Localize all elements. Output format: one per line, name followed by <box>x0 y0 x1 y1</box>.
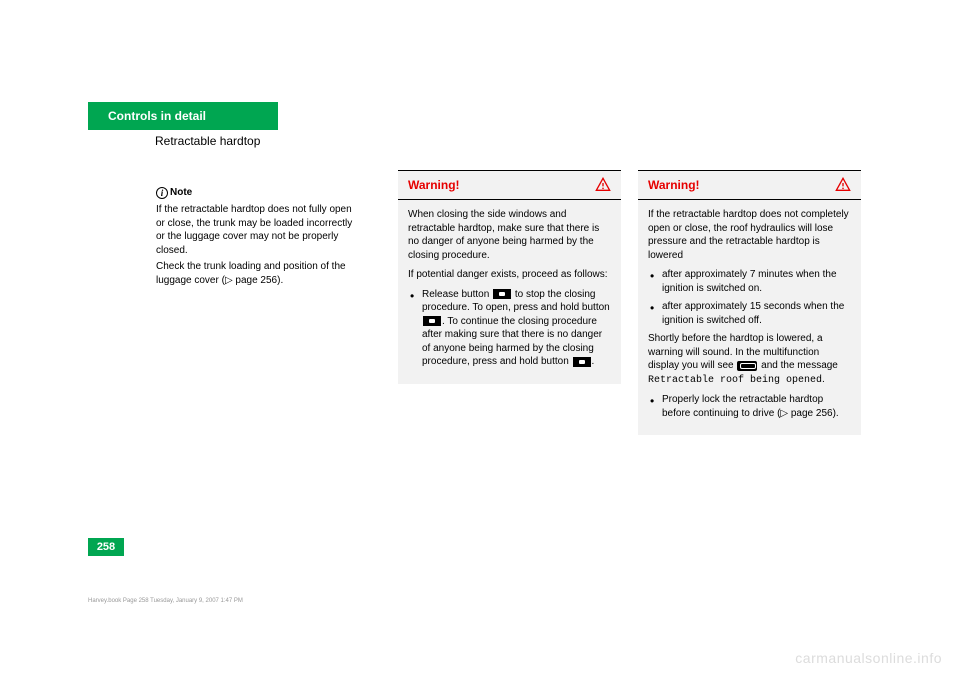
warning-right-li3: Properly lock the retractable hardtop be… <box>648 393 851 420</box>
note-body-2: Check the trunk loading and position of … <box>156 260 362 287</box>
page-number-box: 258 <box>88 538 124 556</box>
warning-body-left: When closing the side windows and retrac… <box>398 200 621 384</box>
warning-right-li1: after approximately 7 minutes when the i… <box>648 268 851 295</box>
note-body-1: If the retractable hardtop does not full… <box>156 203 362 257</box>
note-body-2-post: ). <box>277 275 283 286</box>
wr-p2-b: and the message <box>758 360 838 371</box>
warning-box-left: Warning! When closing the side windows a… <box>398 170 621 384</box>
header-bar: Controls in detail <box>88 102 278 130</box>
warning-icon <box>595 177 611 193</box>
warning-left-li1: Release button to stop the closing proce… <box>408 288 611 369</box>
lock-button-icon <box>493 289 511 299</box>
warning-body-right: If the retractable hardtop does not comp… <box>638 200 861 435</box>
info-icon: i <box>156 187 168 199</box>
wr-li3-ref: ▷ page 256 <box>780 408 832 419</box>
wr-li3-b: ). <box>833 408 839 419</box>
warning-title-left: Warning! <box>408 177 460 193</box>
warning-box-right: Warning! If the retractable hardtop does… <box>638 170 861 435</box>
note-label: i Note <box>156 186 192 200</box>
wr-p2-c: . <box>822 374 825 385</box>
section-label: Retractable hardtop <box>155 134 260 148</box>
warning-right-li2: after approximately 15 seconds when the … <box>648 300 851 327</box>
header-title: Controls in detail <box>108 109 206 123</box>
page-number: 258 <box>97 541 115 553</box>
note-label-text: Note <box>170 186 192 200</box>
unlock-button-icon <box>423 316 441 326</box>
warning-head-right: Warning! <box>638 170 861 200</box>
watermark: carmanualsonline.info <box>795 650 942 666</box>
note-block: i Note If the retractable hardtop does n… <box>156 186 362 287</box>
wl-li1-d: . <box>592 356 595 367</box>
wl-li1-a: Release button <box>422 289 492 300</box>
page-ref: ▷ page 256 <box>225 275 277 286</box>
tiny-footer: Harvey.book Page 258 Tuesday, January 9,… <box>88 598 243 604</box>
warning-head-left: Warning! <box>398 170 621 200</box>
warning-title-right: Warning! <box>648 177 700 193</box>
warning-right-p1: If the retractable hardtop does not comp… <box>648 208 851 262</box>
car-roof-icon <box>737 361 757 371</box>
warning-right-p2: Shortly before the hardtop is lowered, a… <box>648 332 851 387</box>
warning-left-p1: When closing the side windows and retrac… <box>408 208 611 262</box>
warning-left-p2: If potential danger exists, proceed as f… <box>408 268 611 282</box>
lock-button-icon-2 <box>573 357 591 367</box>
warning-icon <box>835 177 851 193</box>
display-message: Retractable roof being opened <box>648 375 822 386</box>
